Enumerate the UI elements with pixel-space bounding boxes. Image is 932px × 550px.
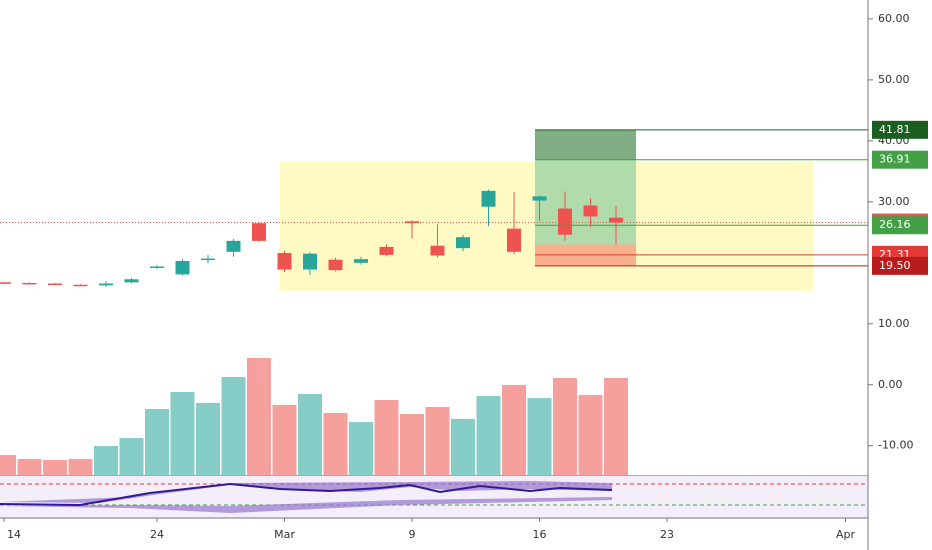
volume-bar [298, 394, 322, 475]
volume-bar [43, 460, 67, 475]
candle-body [583, 205, 598, 217]
candle-body [430, 245, 445, 256]
zone [535, 129, 636, 160]
level-tag [872, 256, 928, 275]
volume-bar [476, 396, 501, 475]
osc-line [0, 482, 613, 507]
candle-body [456, 237, 470, 249]
candle-body [150, 266, 164, 268]
candle-body [379, 246, 394, 255]
candle-body [201, 258, 215, 261]
y-tick-label: -10.00 [878, 439, 913, 452]
candle-body [99, 283, 113, 286]
x-tick-label: 9 [409, 528, 416, 541]
volume-bar [221, 377, 246, 475]
candle-body [175, 260, 190, 275]
x-tick-label: Mar [274, 528, 295, 541]
candle-body [226, 240, 241, 252]
candle-body [609, 217, 623, 223]
volume-bar [425, 407, 450, 475]
candle-body [303, 253, 317, 270]
candle-body [481, 190, 496, 207]
y-tick-label: 30.00 [878, 195, 910, 208]
volume-bar [349, 422, 373, 475]
x-tick-label: 16 [533, 528, 547, 541]
candle-body [507, 228, 521, 252]
x-tick-label: 14 [7, 528, 21, 541]
candle-body [0, 282, 11, 284]
candle-body [48, 283, 62, 286]
candle-body [73, 284, 88, 287]
volume-bar [170, 392, 195, 475]
volume-bar [527, 398, 552, 475]
level-label: 41.81 [879, 123, 911, 136]
candle-body [532, 196, 547, 201]
level-label: 19.50 [879, 259, 911, 272]
volume-bar [400, 414, 424, 475]
level-tag [872, 120, 928, 139]
volume-bar [68, 459, 93, 475]
x-tick-label: Apr [836, 528, 856, 541]
volume-bar [94, 446, 118, 475]
volume-bar [196, 403, 220, 475]
oscillator-pane [0, 476, 868, 518]
candle-body [328, 259, 343, 271]
level-label: 26.16 [879, 218, 911, 231]
zone [535, 159, 636, 245]
y-tick-label: 10.00 [878, 317, 910, 330]
level-tag [872, 150, 928, 169]
candle-body [22, 282, 37, 285]
y-tick-label: 50.00 [878, 73, 910, 86]
volume-bar [502, 385, 526, 475]
volume-bar [145, 409, 169, 475]
volume-bar [578, 395, 603, 475]
y-tick-label: 0.00 [878, 378, 903, 391]
volume-bar [17, 459, 42, 475]
volume-bar [604, 378, 628, 475]
candle-body [252, 223, 266, 241]
candle-body [277, 253, 292, 270]
y-tick-label: 60.00 [878, 12, 910, 25]
volume-bar [272, 405, 297, 475]
x-tick-label: 24 [150, 528, 164, 541]
candle-body [558, 208, 572, 235]
zones [280, 129, 813, 291]
volume-bar [323, 413, 348, 475]
x-tick-label: 23 [660, 528, 674, 541]
volume-bar [247, 358, 271, 475]
volume-bar [0, 455, 16, 475]
volume-pane [0, 358, 628, 475]
volume-bar [119, 438, 144, 475]
volume-bar [451, 419, 475, 475]
price-pane [0, 129, 868, 287]
volume-bar [374, 400, 399, 475]
candle-body [124, 279, 139, 283]
volume-bar [553, 378, 577, 475]
level-tag [872, 216, 928, 235]
level-label: 36.91 [879, 153, 911, 166]
candle-body [354, 259, 368, 263]
